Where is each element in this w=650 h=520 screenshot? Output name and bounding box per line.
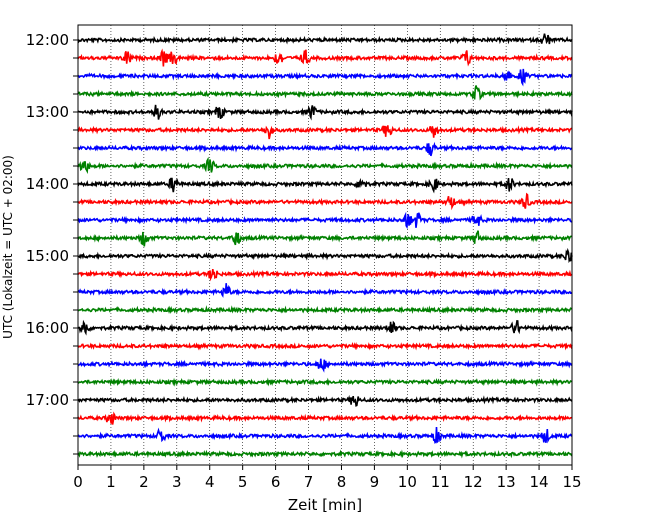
y-tick-label-0: 12:00	[26, 31, 69, 49]
trace-1545	[77, 305, 573, 315]
x-tick-label-1: 1	[106, 473, 116, 491]
trace-1345	[77, 156, 573, 175]
x-tick-label-11: 11	[431, 473, 450, 491]
trace-1500	[77, 247, 573, 264]
trace-1700	[77, 394, 573, 407]
trace-1315	[77, 125, 573, 140]
x-tick-label-12: 12	[464, 473, 483, 491]
trace-1400	[77, 177, 573, 194]
y-tick-label-2: 14:00	[26, 175, 69, 193]
x-tick-label-5: 5	[238, 473, 248, 491]
trace-1200	[77, 33, 573, 45]
trace-1615	[77, 341, 573, 351]
trace-1415	[77, 192, 573, 211]
x-gridlines	[110, 25, 540, 465]
x-tick-label-3: 3	[172, 473, 182, 491]
trace-1600	[77, 319, 573, 336]
x-tick-label-14: 14	[530, 473, 549, 491]
y-axis: 12:00 13:00 14:00 15:00 16:00 17:00	[26, 31, 78, 455]
x-tick-label-2: 2	[139, 473, 149, 491]
x-tick-label-13: 13	[497, 473, 516, 491]
trace-1530	[77, 283, 573, 298]
x-tick-label-6: 6	[271, 473, 281, 491]
trace-1630	[77, 358, 573, 373]
trace-1215	[77, 48, 573, 67]
plot-frame	[77, 24, 573, 466]
x-tick-label-8: 8	[337, 473, 347, 491]
trace-1330	[77, 141, 573, 157]
x-tick-label-4: 4	[205, 473, 215, 491]
trace-1230	[77, 68, 573, 87]
trace-1645	[77, 377, 573, 387]
trace-1445	[77, 230, 573, 247]
x-axis-label: Zeit [min]	[288, 496, 362, 514]
trace-1715	[77, 411, 573, 425]
trace-1430	[77, 211, 573, 230]
x-axis: 0 1 2 3 4 5 6 7 8 9 10 11 12 13 14 15	[73, 465, 582, 491]
x-tick-label-0: 0	[73, 473, 83, 491]
x-tick-label-10: 10	[398, 473, 417, 491]
trace-1300	[77, 104, 573, 121]
y-tick-label-4: 16:00	[26, 319, 69, 337]
x-tick-label-15: 15	[562, 473, 581, 491]
y-tick-label-3: 15:00	[26, 247, 69, 265]
trace-group	[77, 33, 573, 459]
x-tick-label-7: 7	[304, 473, 314, 491]
x-tick-label-9: 9	[370, 473, 380, 491]
y-tick-label-5: 17:00	[26, 391, 69, 409]
trace-1245	[77, 85, 573, 101]
trace-1515	[77, 268, 573, 282]
y-tick-label-1: 13:00	[26, 103, 69, 121]
y-axis-label: UTC (Lokalzeit = UTC + 02:00)	[1, 155, 15, 339]
trace-1745	[77, 449, 573, 459]
trace-1730	[77, 426, 573, 445]
